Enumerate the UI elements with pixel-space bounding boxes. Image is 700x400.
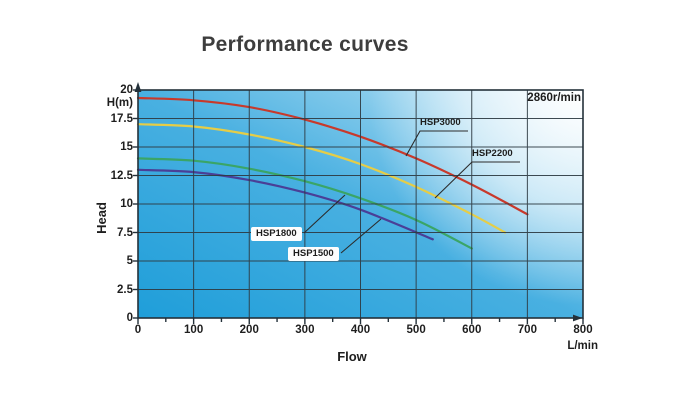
gridlines — [138, 90, 583, 318]
plot-area — [133, 82, 584, 324]
curve-label-hsp3000: HSP3000 — [420, 117, 461, 128]
y-axis-arrow-icon — [134, 82, 142, 92]
leader-hsp1800 — [303, 194, 346, 234]
y-tick-label: 5 — [126, 255, 133, 267]
curve-hsp3000 — [136, 96, 529, 216]
curve-hsp1500 — [136, 168, 434, 241]
x-tick-label: 500 — [406, 324, 426, 336]
axis-ticks — [133, 89, 584, 324]
x-tick-label: 600 — [462, 324, 482, 336]
x-axis-arrow-icon — [573, 314, 583, 322]
chart-title: Performance curves — [201, 33, 409, 56]
y-tick-label: 10 — [120, 198, 133, 210]
y-tick-label: 7.5 — [117, 226, 133, 239]
x-tick-label: 700 — [517, 324, 537, 336]
x-tick-label: 800 — [573, 324, 593, 336]
leader-hsp2200 — [434, 161, 520, 199]
x-tick-label: 100 — [184, 324, 204, 336]
y-tick-label: 15 — [120, 141, 133, 153]
y-tick-label: 12.5 — [110, 169, 133, 182]
curve-label-hsp1800: HSP1800 — [251, 227, 302, 241]
callout-leader-lines — [303, 130, 520, 254]
curve-label-hsp2200: HSP2200 — [472, 148, 513, 159]
y-tick-label: 0 — [126, 312, 133, 324]
x-axis-unit-label: L/min — [567, 340, 598, 352]
leader-hsp3000 — [405, 130, 468, 157]
x-tick-label: 400 — [350, 324, 371, 336]
y-tick-label: 2.5 — [117, 283, 133, 296]
x-axis-title: Flow — [337, 349, 367, 364]
y-tick-label: 20 — [120, 84, 133, 96]
y-tick-label: 17.5 — [110, 112, 133, 125]
rpm-annotation: 2860r/min — [527, 92, 581, 104]
curve-label-hsp1500: HSP1500 — [288, 247, 339, 261]
x-tick-label: 0 — [134, 324, 142, 336]
curve-hsp2200 — [136, 123, 507, 234]
leader-hsp1500 — [340, 218, 382, 254]
x-tick-label: 200 — [239, 324, 259, 336]
x-tick-label: 300 — [295, 324, 315, 336]
y-axis-unit-label: H(m) — [106, 97, 133, 109]
